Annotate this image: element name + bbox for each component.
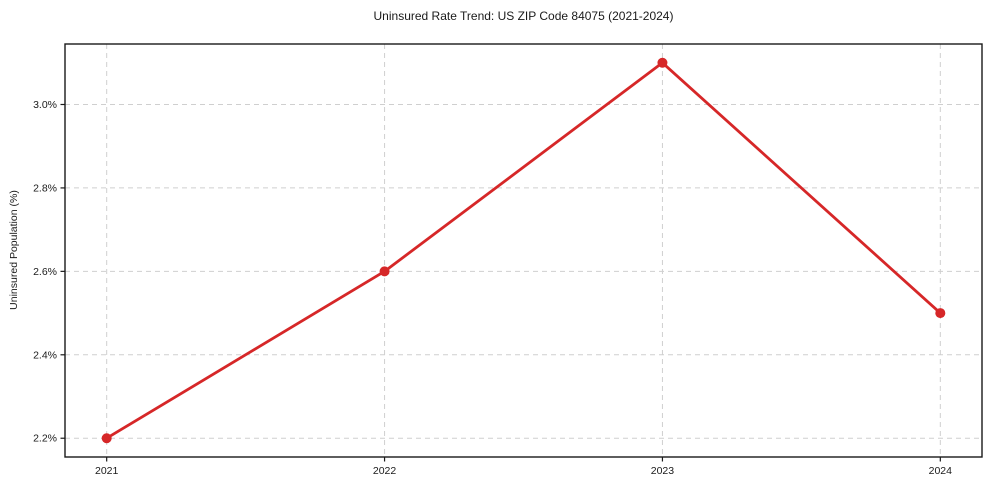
y-tick-label: 2.6% (33, 266, 57, 278)
data-point-marker (379, 266, 390, 277)
x-tick-label: 2024 (929, 465, 953, 477)
y-tick-label: 2.8% (33, 182, 57, 194)
x-tick-label: 2021 (95, 465, 119, 477)
data-point-marker (935, 308, 946, 319)
trend-line (105, 61, 942, 440)
x-tick-label: 2022 (373, 465, 397, 477)
y-tick-label: 2.4% (33, 349, 57, 361)
y-tick-label: 3.0% (33, 99, 57, 111)
chart-title: Uninsured Rate Trend: US ZIP Code 84075 … (373, 9, 674, 23)
data-point-marker (101, 433, 112, 444)
y-tick-label: 2.2% (33, 433, 57, 445)
data-point-marker (657, 57, 668, 68)
plot-border (64, 43, 983, 458)
x-tick-label: 2023 (651, 465, 675, 477)
